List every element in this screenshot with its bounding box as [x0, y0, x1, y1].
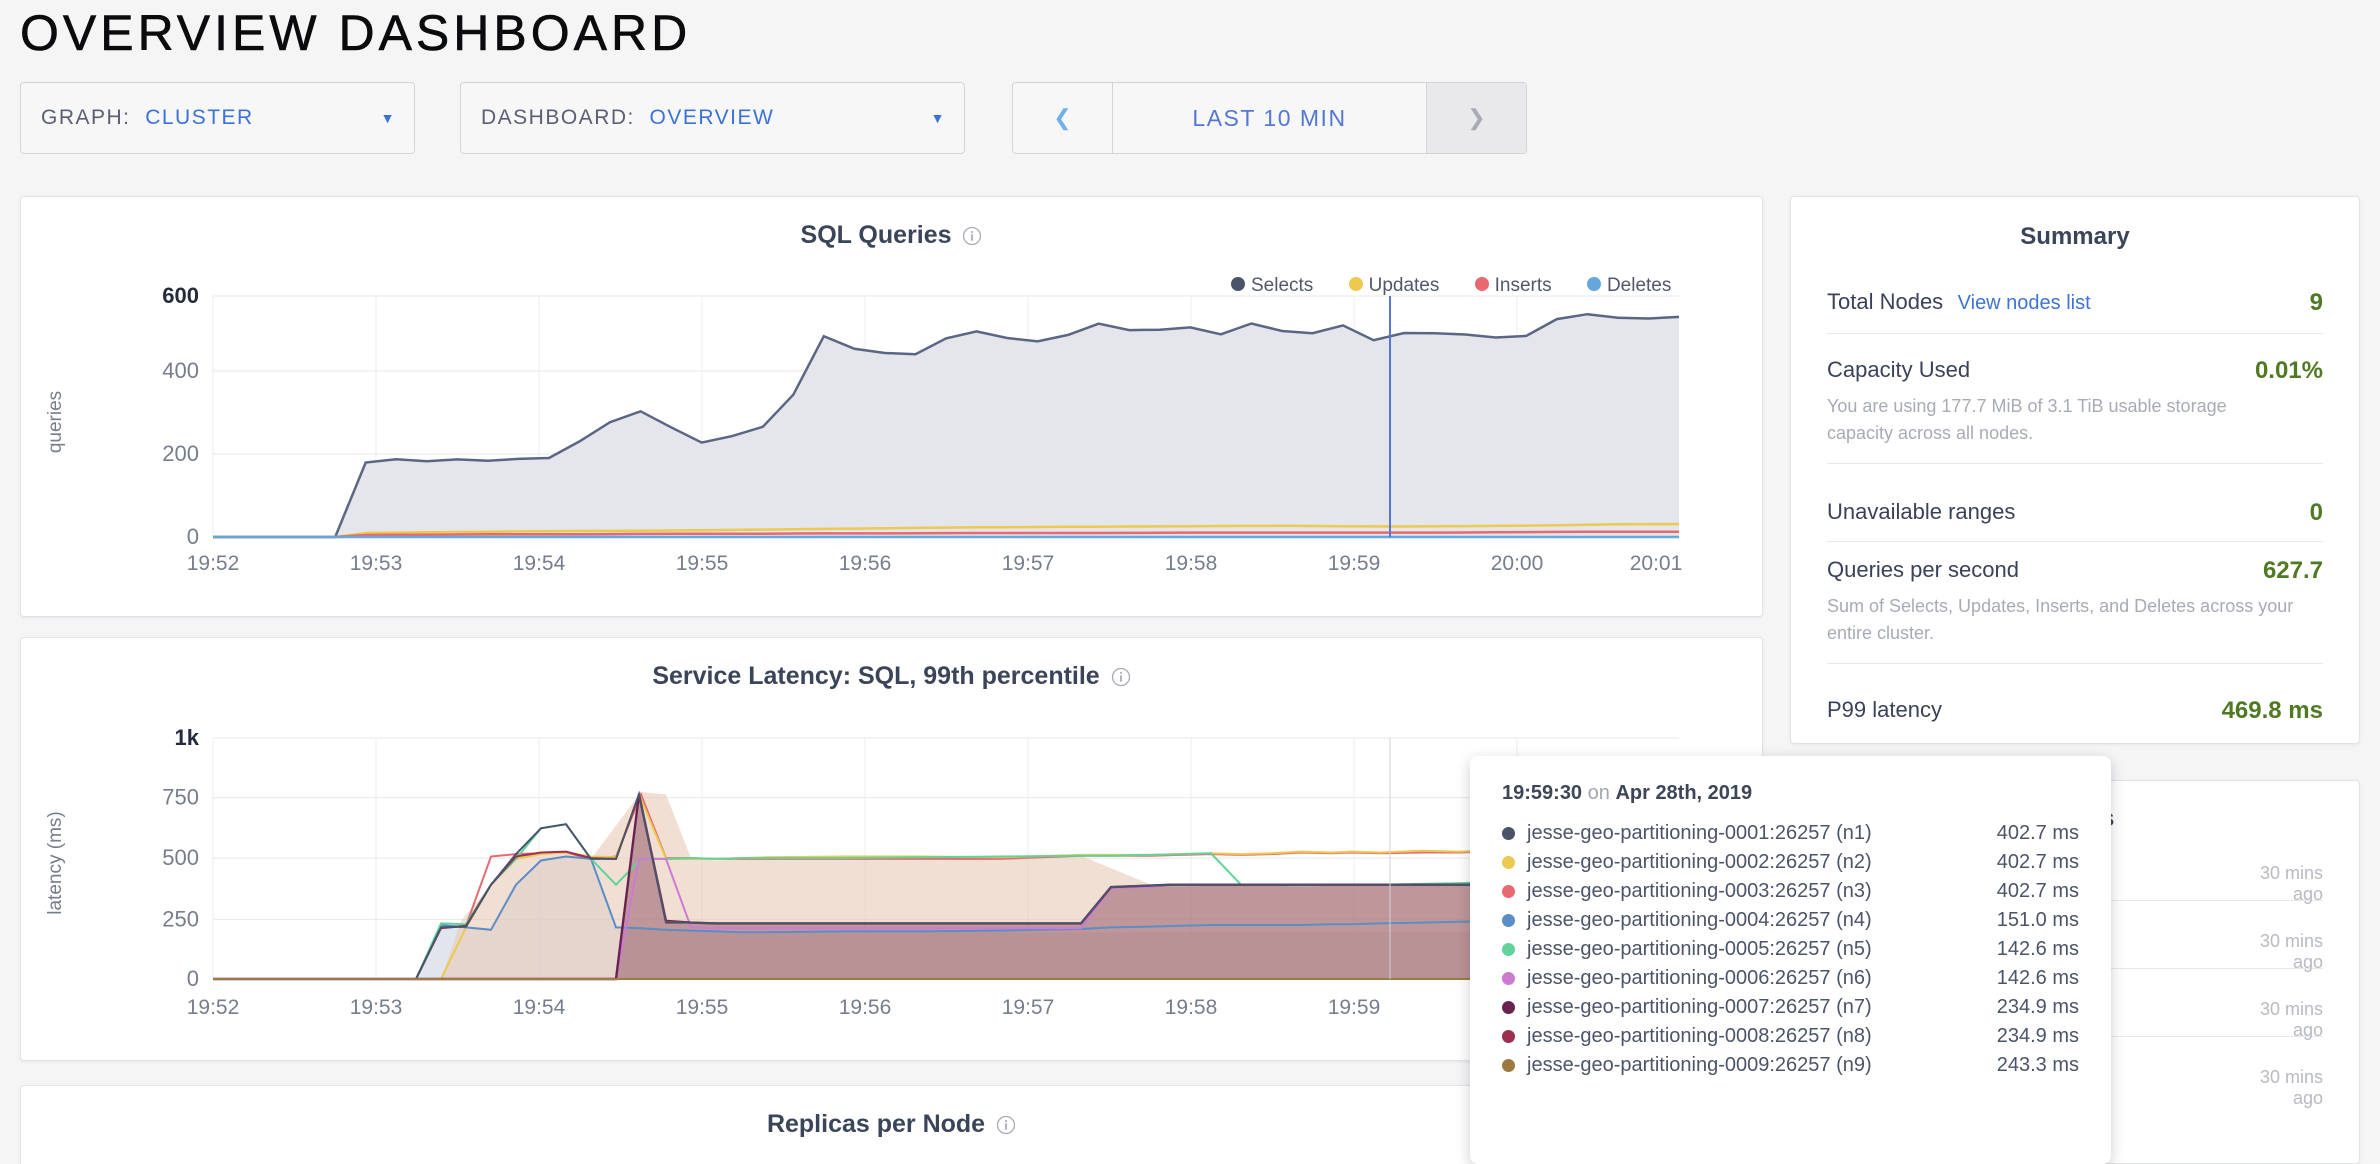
svg-text:19:56: 19:56 — [839, 996, 892, 1019]
svg-text:latency (ms): latency (ms) — [45, 811, 66, 914]
svg-text:19:56: 19:56 — [839, 552, 892, 575]
svg-text:500: 500 — [162, 845, 199, 870]
svg-text:19:57: 19:57 — [1002, 552, 1055, 575]
svg-text:20:00: 20:00 — [1491, 552, 1544, 575]
svg-text:19:59: 19:59 — [1328, 996, 1381, 1019]
svg-text:queries: queries — [45, 391, 66, 453]
svg-text:19:57: 19:57 — [1002, 996, 1055, 1019]
svg-text:19:58: 19:58 — [1165, 552, 1218, 575]
svg-text:400: 400 — [162, 358, 199, 383]
svg-text:0: 0 — [187, 524, 199, 549]
svg-text:19:55: 19:55 — [676, 996, 729, 1019]
svg-text:750: 750 — [162, 785, 199, 810]
svg-text:20:01: 20:01 — [1630, 552, 1683, 575]
svg-text:250: 250 — [162, 906, 199, 931]
svg-text:19:54: 19:54 — [513, 996, 566, 1019]
svg-text:1k: 1k — [175, 725, 200, 750]
svg-text:19:55: 19:55 — [676, 552, 729, 575]
svg-text:19:52: 19:52 — [187, 996, 240, 1019]
svg-text:200: 200 — [162, 441, 199, 466]
svg-text:19:52: 19:52 — [187, 552, 240, 575]
svg-text:19:53: 19:53 — [350, 996, 403, 1019]
svg-text:19:53: 19:53 — [350, 552, 403, 575]
svg-text:19:59: 19:59 — [1328, 552, 1381, 575]
svg-text:600: 600 — [162, 283, 199, 308]
svg-text:0: 0 — [187, 966, 199, 991]
svg-text:19:54: 19:54 — [513, 552, 566, 575]
svg-text:19:58: 19:58 — [1165, 996, 1218, 1019]
